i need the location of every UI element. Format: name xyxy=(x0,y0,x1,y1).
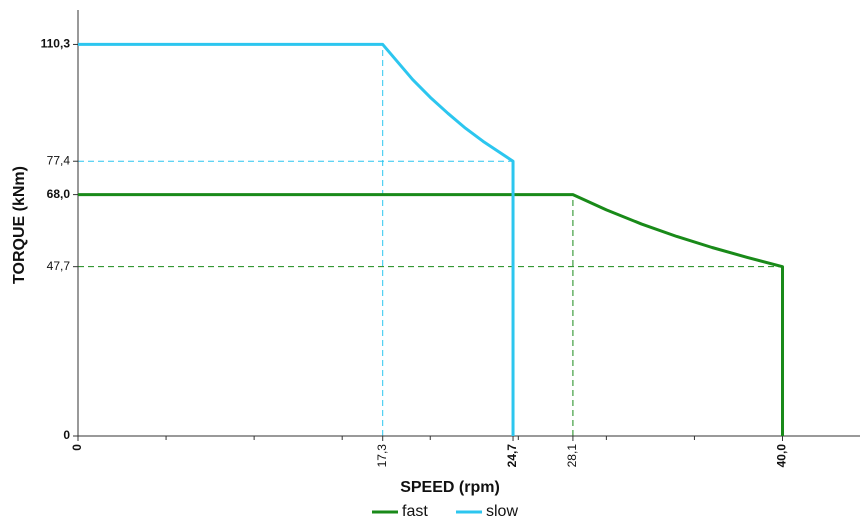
x-axis-label: SPEED (rpm) xyxy=(400,479,500,496)
legend-label: slow xyxy=(486,503,518,520)
y-tick-label: 77,4 xyxy=(47,153,71,167)
y-tick-label: 110,3 xyxy=(41,37,71,51)
y-tick-label: 68,0 xyxy=(47,187,71,201)
series-line xyxy=(78,193,785,436)
x-tick-label: 24,7 xyxy=(505,444,519,468)
y-axis-label: TORQUE (kNm) xyxy=(11,166,28,284)
x-tick-label: 40,0 xyxy=(775,444,789,468)
x-tick-label: 0 xyxy=(70,444,84,451)
x-tick-label: 17,3 xyxy=(375,444,389,468)
y-tick-label: 47,7 xyxy=(47,259,71,273)
x-tick-label: 28,1 xyxy=(565,444,579,468)
series-line xyxy=(78,42,515,436)
legend-label: fast xyxy=(402,503,428,520)
y-tick-label: 0 xyxy=(63,428,70,442)
